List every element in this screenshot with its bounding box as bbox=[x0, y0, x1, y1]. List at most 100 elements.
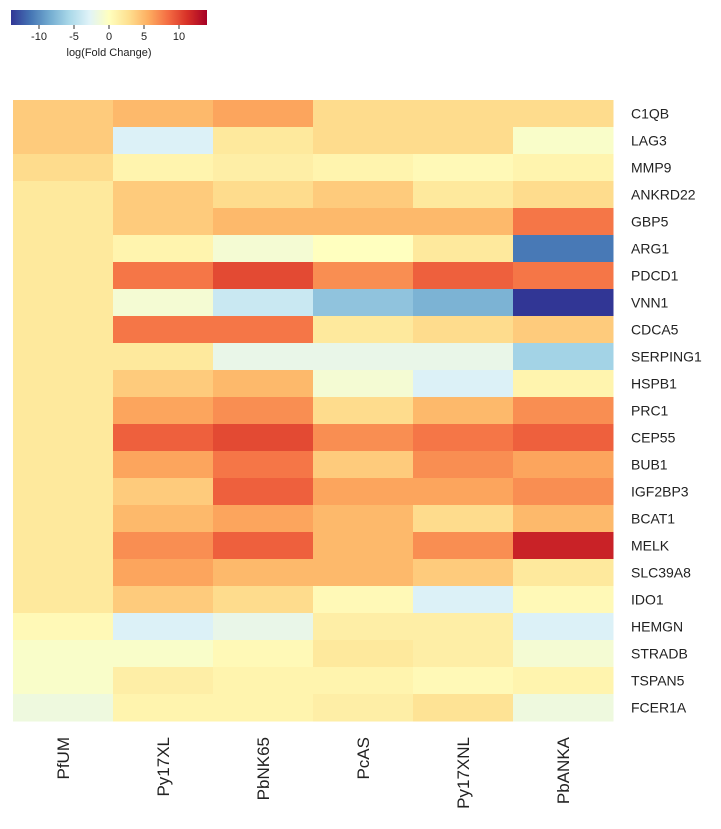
heatmap-cell bbox=[313, 559, 414, 587]
heatmap-cell bbox=[113, 100, 214, 128]
heatmap-cell bbox=[513, 181, 614, 209]
heatmap-cell bbox=[13, 154, 114, 182]
heatmap-cell bbox=[313, 343, 414, 371]
heatmap-cell bbox=[213, 127, 314, 155]
gene-label: SERPING1 bbox=[631, 349, 702, 365]
heatmap-cell bbox=[413, 343, 514, 371]
heatmap-cell bbox=[213, 451, 314, 479]
gene-label: FCER1A bbox=[631, 700, 687, 716]
gene-label: VNN1 bbox=[631, 295, 669, 311]
heatmap-cell bbox=[313, 154, 414, 182]
heatmap-cell bbox=[113, 370, 214, 398]
heatmap-cell bbox=[513, 505, 614, 533]
heatmap-cell bbox=[13, 613, 114, 641]
heatmap-cell bbox=[13, 559, 114, 587]
heatmap-cell bbox=[513, 424, 614, 452]
heatmap-cell bbox=[213, 586, 314, 614]
heatmap-cell bbox=[13, 694, 114, 722]
heatmap-cell bbox=[113, 505, 214, 533]
heatmap-cell bbox=[213, 397, 314, 425]
heatmap-cell bbox=[13, 262, 114, 290]
sample-label: Py17XNL bbox=[454, 737, 473, 809]
heatmap-cell bbox=[113, 154, 214, 182]
heatmap-cell bbox=[213, 154, 314, 182]
heatmap-cell bbox=[113, 586, 214, 614]
gene-label: TSPAN5 bbox=[631, 673, 685, 689]
heatmap-cell bbox=[13, 532, 114, 560]
heatmap-cell bbox=[313, 640, 414, 668]
heatmap-cell bbox=[413, 613, 514, 641]
legend-tick-label: 10 bbox=[173, 31, 185, 43]
gene-label: LAG3 bbox=[631, 133, 667, 149]
heatmap-cell bbox=[13, 478, 114, 506]
gene-label: BUB1 bbox=[631, 457, 668, 473]
heatmap-cell bbox=[213, 667, 314, 695]
gene-labels: C1QB LAG3 MMP9 ANKRD22 GBP5 ARG1 PDCD1 VNN1 CDCA… bbox=[631, 106, 702, 716]
heatmap-cell bbox=[413, 235, 514, 263]
heatmap-cell bbox=[13, 100, 114, 128]
heatmap-cell bbox=[413, 181, 514, 209]
heatmap-cell bbox=[213, 316, 314, 344]
gene-label: GBP5 bbox=[631, 214, 669, 230]
heatmap-cell bbox=[313, 262, 414, 290]
heatmap-cell bbox=[313, 667, 414, 695]
heatmap-cell bbox=[113, 613, 214, 641]
heatmap-cell bbox=[13, 370, 114, 398]
heatmap-cell bbox=[113, 208, 214, 236]
heatmap-cell bbox=[513, 289, 614, 317]
heatmap-cell bbox=[313, 478, 414, 506]
heatmap-cell bbox=[413, 694, 514, 722]
heatmap-cell bbox=[413, 667, 514, 695]
gene-label: CEP55 bbox=[631, 430, 676, 446]
heatmap-cell bbox=[313, 613, 414, 641]
heatmap-cell bbox=[513, 127, 614, 155]
heatmap-cell bbox=[313, 451, 414, 479]
heatmap-cell bbox=[13, 316, 114, 344]
heatmap-cell bbox=[213, 505, 314, 533]
gene-label: C1QB bbox=[631, 106, 669, 122]
heatmap-cell bbox=[313, 100, 414, 128]
sample-labels: PfUM Py17XL PbNK65 PcAS Py17XNL PbANKA bbox=[54, 736, 573, 808]
heatmap-cell bbox=[113, 343, 214, 371]
heatmap-cell bbox=[13, 586, 114, 614]
heatmap-cell bbox=[413, 262, 514, 290]
heatmap-cell bbox=[513, 613, 614, 641]
heatmap-cell bbox=[213, 208, 314, 236]
heatmap-cell bbox=[413, 532, 514, 560]
heatmap-cell bbox=[413, 478, 514, 506]
heatmap-cell bbox=[13, 235, 114, 263]
heatmap-cell bbox=[413, 100, 514, 128]
heatmap-cell bbox=[213, 424, 314, 452]
heatmap-cell bbox=[113, 667, 214, 695]
gene-label: SLC39A8 bbox=[631, 565, 691, 581]
heatmap-cell bbox=[413, 586, 514, 614]
heatmap-cell bbox=[313, 127, 414, 155]
heatmap-cell bbox=[113, 559, 214, 587]
heatmap-cell bbox=[513, 262, 614, 290]
heatmap-cell bbox=[413, 559, 514, 587]
gene-label: ANKRD22 bbox=[631, 187, 696, 203]
gene-label: HSPB1 bbox=[631, 376, 677, 392]
heatmap-cell bbox=[513, 397, 614, 425]
heatmap-cell bbox=[513, 559, 614, 587]
heatmap-cell bbox=[413, 424, 514, 452]
legend-tick-label: -5 bbox=[69, 31, 79, 43]
heatmap-cell bbox=[513, 478, 614, 506]
heatmap-cell bbox=[113, 451, 214, 479]
gene-label: CDCA5 bbox=[631, 322, 679, 338]
heatmap-cell bbox=[13, 343, 114, 371]
heatmap-cell bbox=[13, 397, 114, 425]
heatmap-cell bbox=[513, 667, 614, 695]
heatmap-cell bbox=[213, 235, 314, 263]
heatmap-cell bbox=[113, 397, 214, 425]
heatmap-cell bbox=[413, 127, 514, 155]
heatmap-cell bbox=[113, 181, 214, 209]
heatmap-cell bbox=[13, 451, 114, 479]
heatmap-cell bbox=[513, 694, 614, 722]
heatmap-cell bbox=[313, 397, 414, 425]
gene-label: PRC1 bbox=[631, 403, 669, 419]
heatmap-cell bbox=[213, 559, 314, 587]
heatmap-cell bbox=[213, 370, 314, 398]
legend-ticks: -10 -5 0 5 10 bbox=[31, 25, 185, 43]
